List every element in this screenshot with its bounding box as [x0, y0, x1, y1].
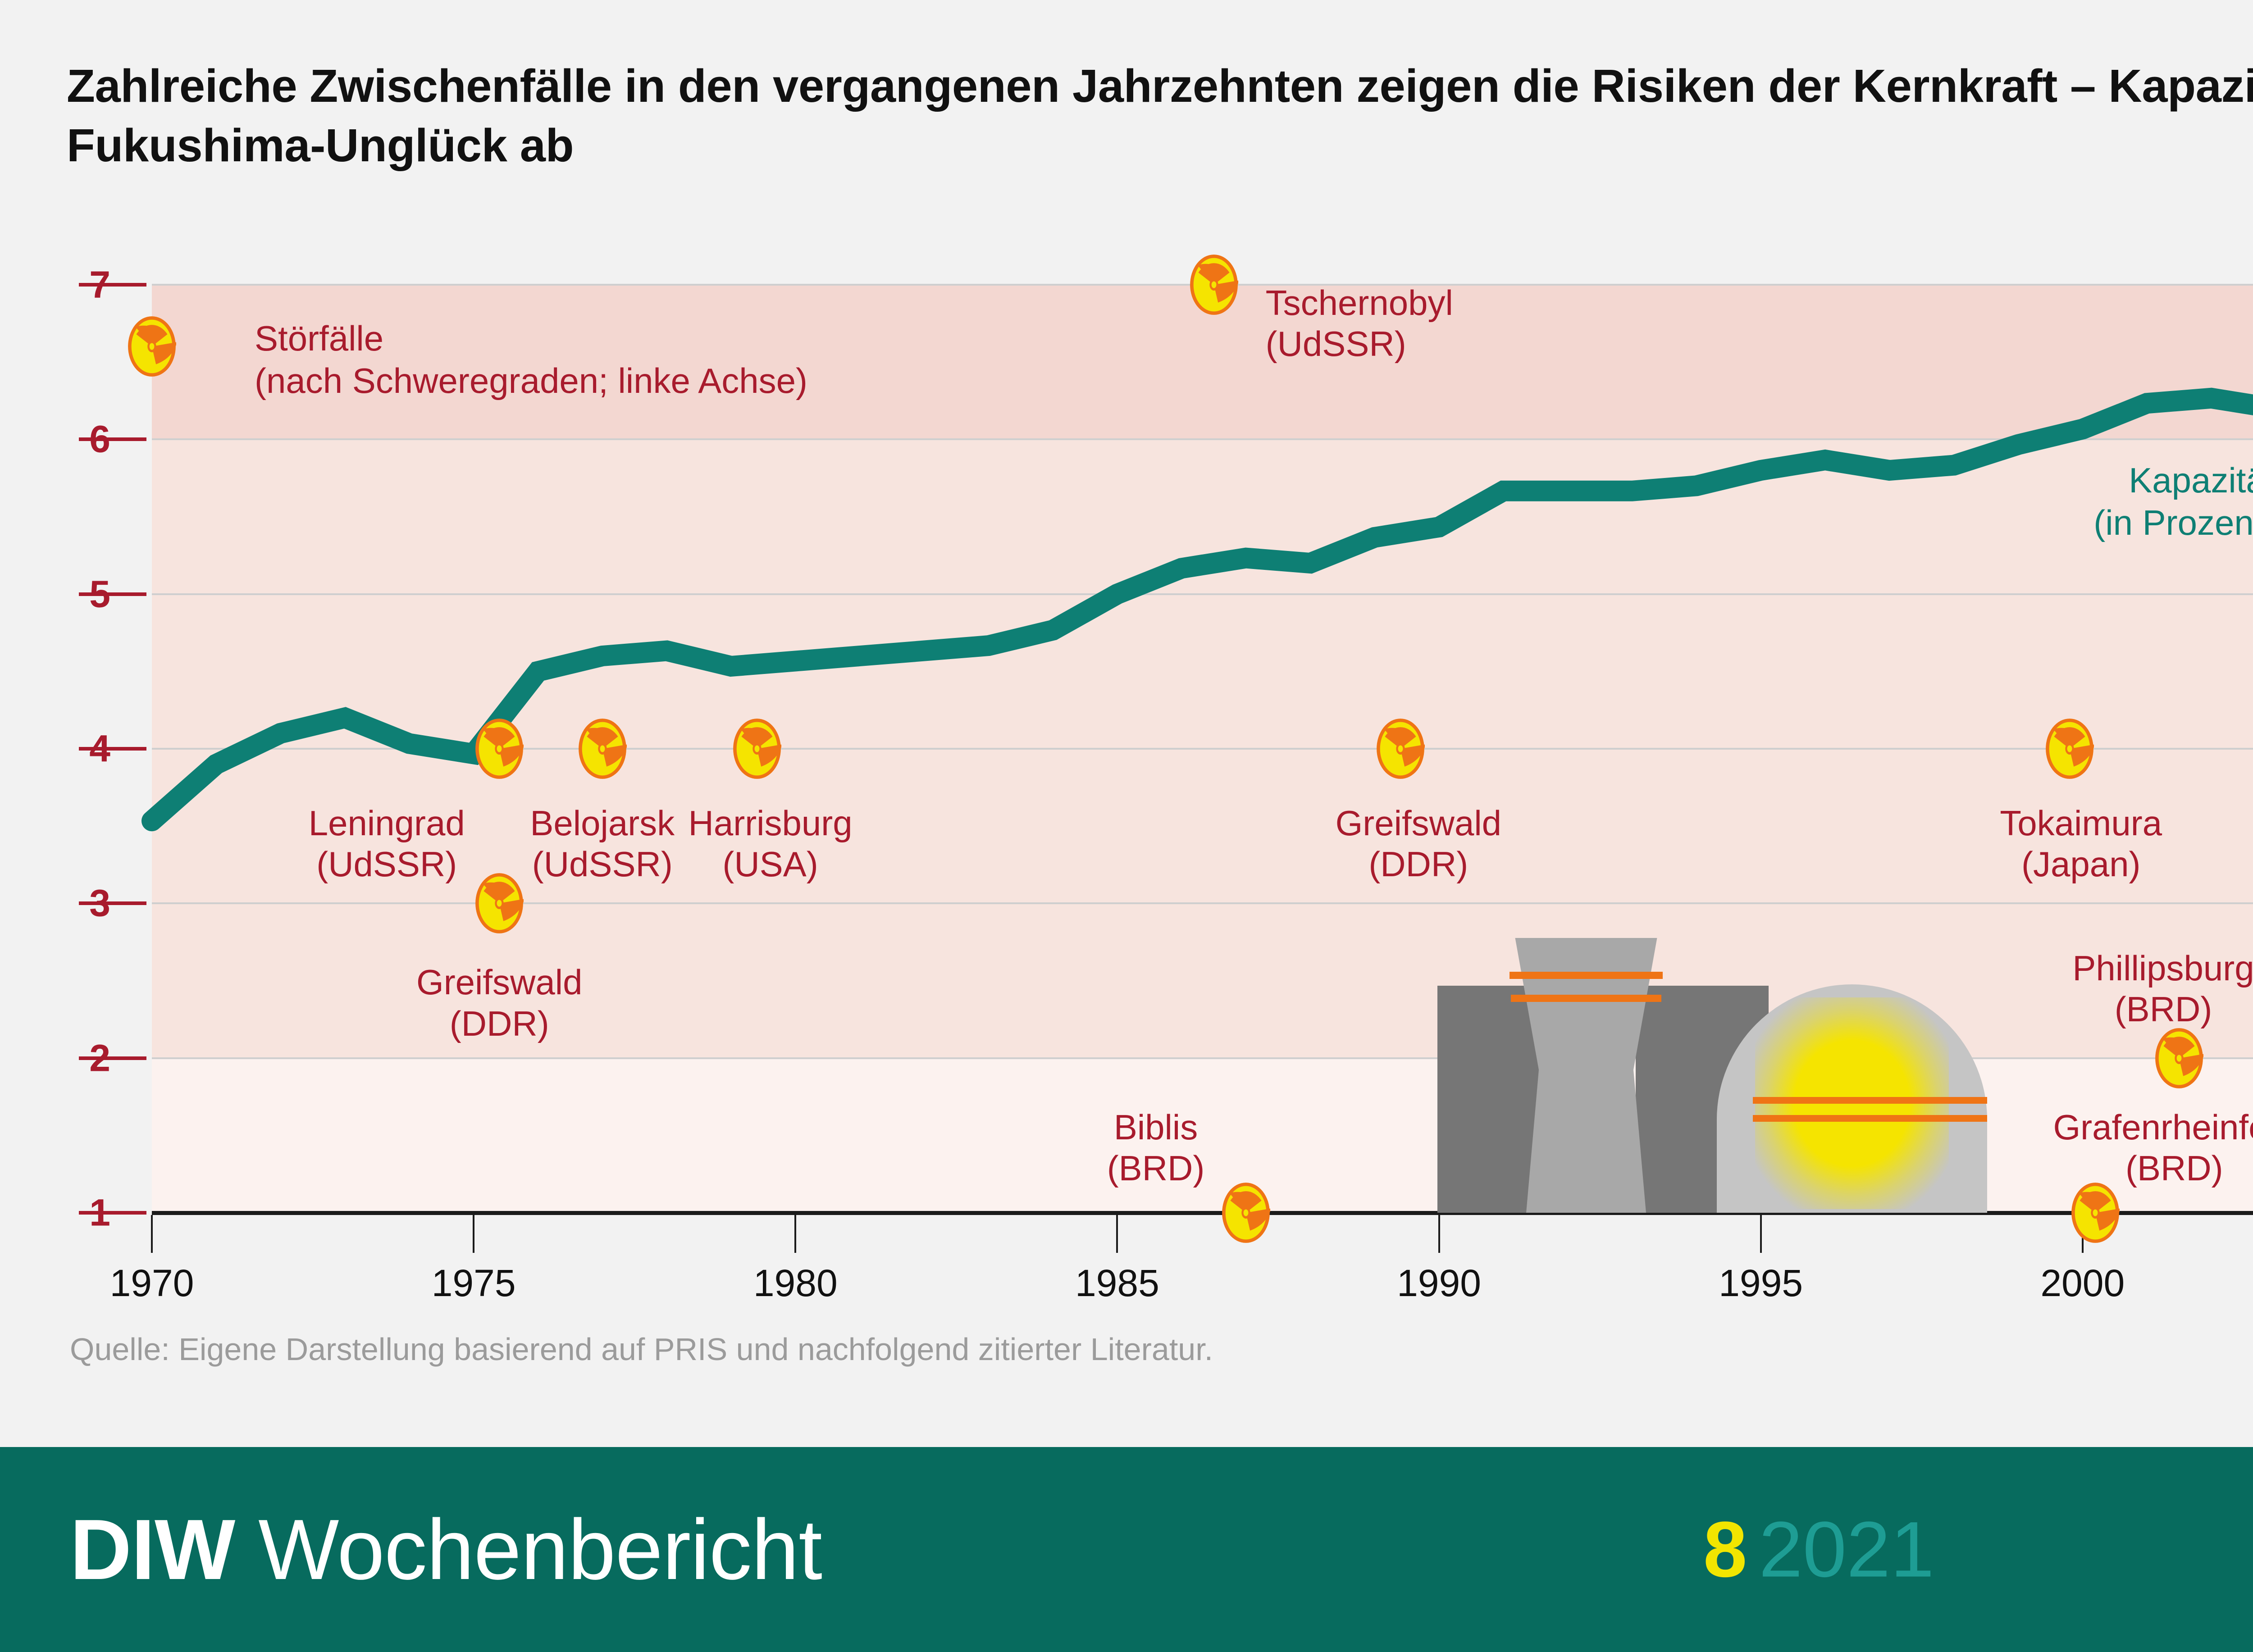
radioactive-icon — [1222, 1182, 1271, 1243]
gridline — [152, 902, 2253, 905]
reactor-stripe-1 — [1753, 1097, 1987, 1104]
footer-issue: 8 2021 — [1703, 1504, 1934, 1595]
legend-capacity: Kapazitätsauslastung (in Prozent; rechte… — [2093, 460, 2253, 542]
footer-brand: DIW Wochenbericht — [70, 1501, 822, 1599]
radioactive-icon — [1190, 254, 1238, 315]
gridline — [152, 748, 2253, 750]
radioactive-icon — [2071, 1182, 2120, 1243]
y-axis-left-tick-dash — [79, 1211, 146, 1215]
legend-radioactive-icon — [128, 316, 176, 377]
x-axis-tick — [151, 1215, 153, 1253]
x-axis-tick-label: 1990 — [1397, 1262, 1481, 1304]
incident-label: Biblis (BRD) — [1107, 1107, 1205, 1188]
capacity-line-path — [141, 387, 2253, 832]
x-axis-tick — [1760, 1215, 1762, 1253]
x-axis-tick-label: 1980 — [753, 1262, 838, 1304]
x-axis-tick — [1438, 1215, 1440, 1253]
footer-issue-year: 2021 — [1759, 1506, 1934, 1593]
incident-label: Phillipsburg (BRD) — [2072, 948, 2253, 1029]
gridline — [152, 593, 2253, 595]
radioactive-icon — [475, 718, 524, 779]
incident-label: Greifswald (DDR) — [1335, 803, 1502, 884]
radioactive-icon — [2045, 718, 2094, 779]
legend-incidents: Störfälle (nach Schweregraden; linke Ach… — [255, 319, 808, 400]
page-title: Zahlreiche Zwischenfälle in den vergange… — [67, 60, 2253, 171]
y-axis-left-tick-dash — [79, 283, 146, 287]
x-axis-tick-label: 1970 — [109, 1262, 194, 1304]
incident-label: Harrisburg (USA) — [688, 803, 853, 884]
y-axis-left-tick-dash — [79, 592, 146, 596]
source-note: Quelle: Eigene Darstellung basierend auf… — [70, 1332, 1213, 1367]
x-axis-tick — [473, 1215, 475, 1253]
reactor-stripe-2 — [1753, 1115, 1987, 1122]
radioactive-icon — [2155, 1028, 2204, 1089]
radioactive-icon — [1376, 718, 1425, 779]
cooling-tower-icon — [1515, 938, 1657, 1213]
incident-label: Tokaimura (Japan) — [2000, 803, 2162, 884]
x-axis-tick-label: 2000 — [2040, 1262, 2125, 1304]
chart-plot-area — [141, 284, 2253, 1213]
x-axis-tick — [1116, 1215, 1118, 1253]
nuclear-plant-illustration — [1437, 910, 1987, 1213]
gridline — [152, 1057, 2253, 1059]
y-axis-left-tick-dash — [79, 1056, 146, 1060]
radioactive-icon — [578, 718, 627, 779]
y-axis-left-tick-dash — [79, 437, 146, 441]
radioactive-icon — [475, 873, 524, 934]
x-axis-tick-label: 1995 — [1719, 1262, 1803, 1304]
footer-brand-regular: Wochenbericht — [258, 1502, 822, 1597]
y-axis-left-tick-dash — [79, 901, 146, 906]
incident-label: Grafenrheinfeld (BRD) — [2053, 1107, 2253, 1188]
cooling-tower-stripe-1 — [1510, 972, 1663, 979]
gridline — [152, 438, 2253, 441]
incident-label: Belojarsk (UdSSR) — [530, 803, 675, 884]
x-axis-line — [152, 1211, 2253, 1215]
footer-brand-bold: DIW — [70, 1502, 235, 1597]
x-axis-tick-label: 1975 — [431, 1262, 516, 1304]
y-axis-left-tick-dash — [79, 747, 146, 751]
cooling-tower-stripe-2 — [1511, 995, 1661, 1002]
footer-issue-number: 8 — [1703, 1506, 1747, 1593]
incident-label: Greifswald (DDR) — [416, 962, 583, 1043]
x-axis-tick-label: 1985 — [1075, 1262, 1159, 1304]
x-axis-tick — [794, 1215, 797, 1253]
incident-label: Tschernobyl (UdSSR) — [1265, 283, 1453, 364]
incident-label: Leningrad (UdSSR) — [308, 803, 465, 884]
capacity-line — [141, 387, 2253, 832]
radioactive-icon — [733, 718, 781, 779]
